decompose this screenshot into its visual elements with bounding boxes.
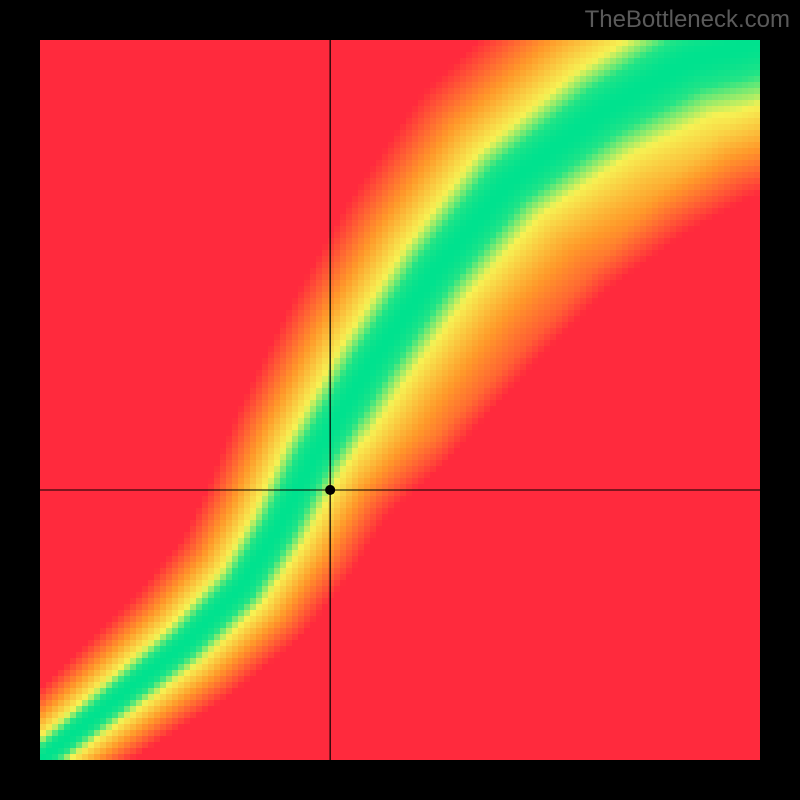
heatmap-canvas — [40, 40, 760, 760]
plot-area — [40, 40, 760, 760]
watermark-text: TheBottleneck.com — [585, 6, 790, 34]
chart-container: TheBottleneck.com — [0, 0, 800, 800]
